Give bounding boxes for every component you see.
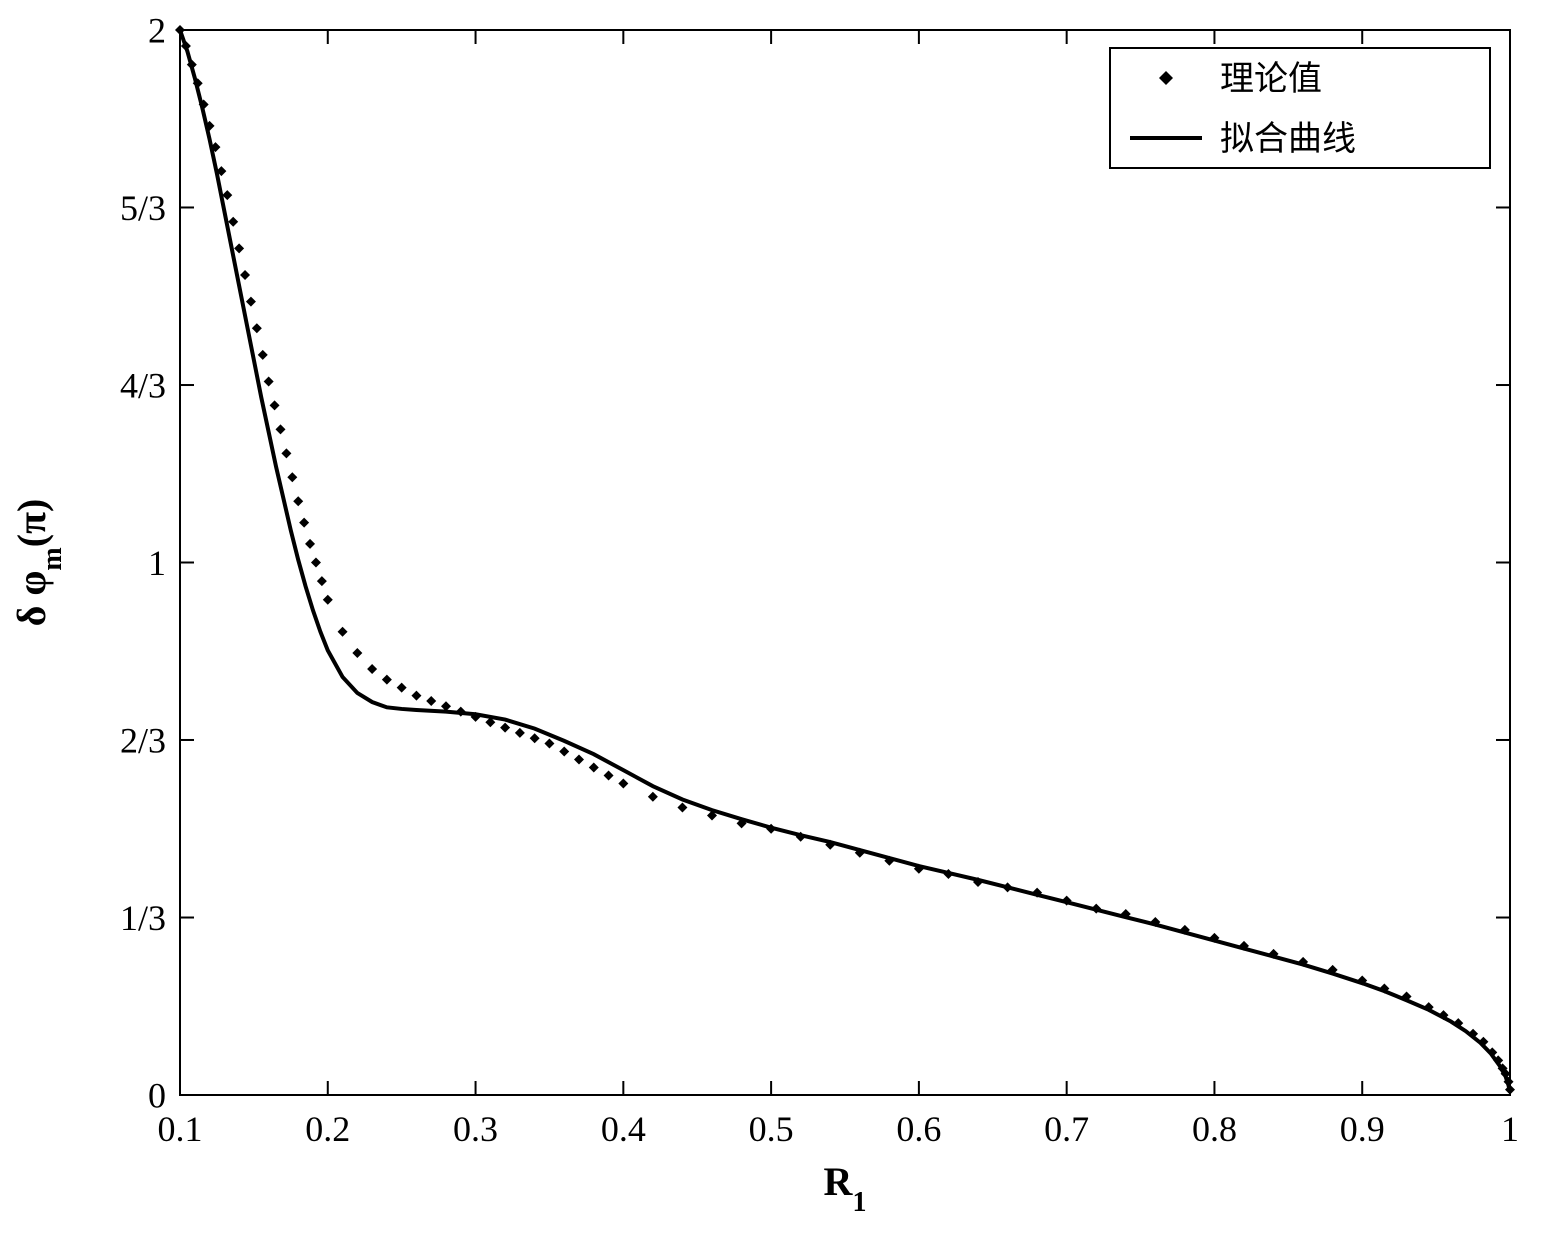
scatter-marker	[367, 664, 377, 674]
x-tick-label: 0.6	[896, 1109, 941, 1149]
scatter-marker	[574, 755, 584, 765]
scatter-marker	[338, 627, 348, 637]
y-axis-label: δ φm(π)	[9, 499, 68, 627]
scatter-marker	[240, 270, 250, 280]
scatter-marker	[287, 472, 297, 482]
chart-container: 0.10.20.30.40.50.60.70.80.9101/32/314/35…	[0, 0, 1555, 1236]
y-tick-label: 5/3	[120, 188, 166, 228]
x-tick-label: 0.3	[453, 1109, 498, 1149]
scatter-series	[175, 25, 1515, 1095]
scatter-marker	[293, 496, 303, 506]
y-tick-label: 0	[148, 1076, 166, 1116]
scatter-marker	[317, 576, 327, 586]
scatter-marker	[234, 243, 244, 253]
scatter-marker	[500, 723, 510, 733]
scatter-marker	[648, 792, 658, 802]
y-tick-label: 1/3	[120, 898, 166, 938]
scatter-marker	[258, 350, 268, 360]
scatter-marker	[559, 747, 569, 757]
y-tick-label: 2	[148, 11, 166, 51]
scatter-marker	[352, 648, 362, 658]
x-tick-label: 0.4	[601, 1109, 646, 1149]
scatter-marker	[426, 696, 436, 706]
y-tick-label: 1	[148, 543, 166, 583]
scatter-marker	[323, 595, 333, 605]
x-tick-label: 0.9	[1340, 1109, 1385, 1149]
plot-border	[180, 30, 1510, 1095]
y-tick-label: 4/3	[120, 366, 166, 406]
scatter-marker	[228, 217, 238, 227]
x-axis-label: R1	[824, 1159, 867, 1218]
scatter-marker	[246, 297, 256, 307]
scatter-marker	[275, 424, 285, 434]
legend-label: 拟合曲线	[1220, 120, 1356, 158]
scatter-marker	[252, 323, 262, 333]
scatter-marker	[270, 400, 280, 410]
scatter-marker	[1505, 1085, 1515, 1095]
x-tick-label: 0.2	[305, 1109, 350, 1149]
scatter-marker	[618, 778, 628, 788]
scatter-marker	[1003, 882, 1013, 892]
scatter-marker	[530, 733, 540, 743]
scatter-marker	[544, 739, 554, 749]
scatter-marker	[264, 376, 274, 386]
scatter-marker	[382, 675, 392, 685]
scatter-marker	[589, 763, 599, 773]
fit-curve	[180, 30, 1510, 1092]
chart-svg: 0.10.20.30.40.50.60.70.80.9101/32/314/35…	[0, 0, 1555, 1236]
scatter-marker	[1478, 1037, 1488, 1047]
scatter-marker	[604, 771, 614, 781]
scatter-marker	[411, 691, 421, 701]
scatter-marker	[299, 518, 309, 528]
scatter-marker	[305, 539, 315, 549]
scatter-marker	[397, 683, 407, 693]
x-tick-label: 0.5	[749, 1109, 794, 1149]
x-tick-label: 0.7	[1044, 1109, 1089, 1149]
scatter-marker	[281, 448, 291, 458]
scatter-marker	[175, 25, 185, 35]
legend-label: 理论值	[1220, 60, 1322, 98]
x-tick-label: 1	[1501, 1109, 1519, 1149]
scatter-marker	[677, 802, 687, 812]
y-tick-label: 2/3	[120, 721, 166, 761]
scatter-marker	[515, 728, 525, 738]
scatter-marker	[311, 558, 321, 568]
x-tick-label: 0.8	[1192, 1109, 1237, 1149]
